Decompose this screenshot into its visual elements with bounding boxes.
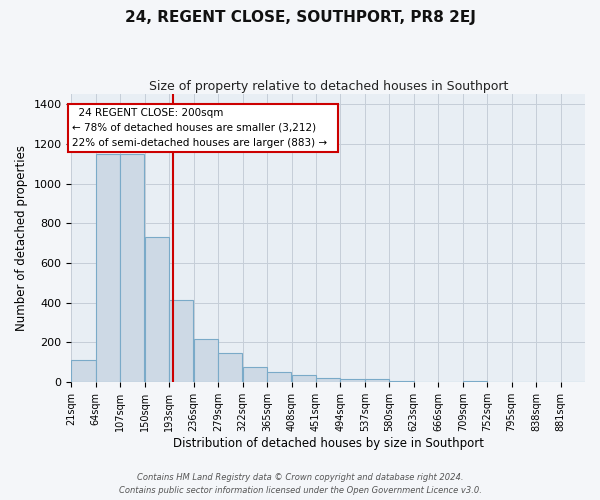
Bar	[365, 379, 389, 382]
Bar	[218, 354, 242, 382]
Text: 24, REGENT CLOSE, SOUTHPORT, PR8 2EJ: 24, REGENT CLOSE, SOUTHPORT, PR8 2EJ	[125, 10, 475, 25]
Title: Size of property relative to detached houses in Southport: Size of property relative to detached ho…	[149, 80, 508, 93]
Bar	[389, 381, 413, 382]
Bar	[242, 368, 267, 382]
Bar	[292, 376, 316, 382]
Bar	[71, 360, 95, 382]
Bar	[169, 300, 193, 382]
X-axis label: Distribution of detached houses by size in Southport: Distribution of detached houses by size …	[173, 437, 484, 450]
Bar	[340, 379, 365, 382]
Text: Contains HM Land Registry data © Crown copyright and database right 2024.
Contai: Contains HM Land Registry data © Crown c…	[119, 474, 481, 495]
Bar	[96, 154, 120, 382]
Y-axis label: Number of detached properties: Number of detached properties	[15, 145, 28, 331]
Bar	[194, 338, 218, 382]
Bar	[463, 381, 487, 382]
Bar	[145, 237, 169, 382]
Bar	[267, 372, 291, 382]
Text: 24 REGENT CLOSE: 200sqm
← 78% of detached houses are smaller (3,212)
22% of semi: 24 REGENT CLOSE: 200sqm ← 78% of detache…	[72, 108, 334, 148]
Bar	[316, 378, 340, 382]
Bar	[121, 154, 145, 382]
